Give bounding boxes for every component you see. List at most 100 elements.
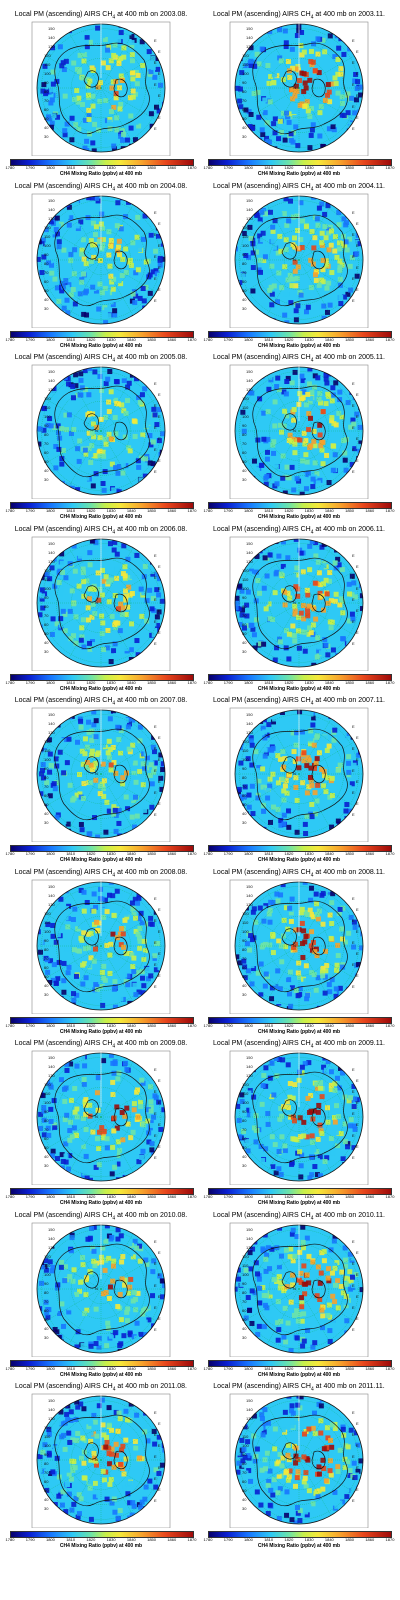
colorbar-tick: 1870: [187, 508, 197, 513]
latitude-label: 30: [44, 649, 49, 654]
latitude-label: 60: [44, 279, 49, 284]
colorbar-tick: 1800: [243, 336, 253, 342]
latitude-label: 150: [246, 26, 253, 31]
ch4-field: [235, 1224, 363, 1353]
latitude-label: 80: [44, 261, 49, 266]
east-mark: E: [154, 1454, 157, 1459]
colorbar-label: CH4 Mixing Ratio (ppbv) at 400 mb: [59, 857, 143, 863]
map-panel-2011-11: Local PM (ascending) AIRS CH4 at 400 mb …: [204, 1382, 395, 1552]
latitude-label: 150: [246, 884, 253, 889]
colorbar-tick: 1850: [147, 1365, 156, 1371]
latitude-label: 40: [242, 125, 247, 130]
panel-date: 2008.08.: [159, 868, 188, 876]
colorbar-tick: 1830: [304, 851, 314, 856]
latitude-label: 60: [44, 1308, 49, 1313]
latitude-label: 50: [242, 288, 247, 293]
title-prefix: Local PM (ascending) AIRS CH: [213, 1211, 311, 1219]
polar-map: 150 140 130 120 110 100 90 80 70 60 50 40 30 E E E E E E E E…: [229, 21, 369, 156]
colorbar-label: CH4 Mixing Ratio (ppbv) at 400 mb: [59, 685, 143, 692]
colorbar-tick: 1840: [324, 508, 334, 513]
latitude-label: 140: [246, 1236, 253, 1241]
colorbar-tick: 1820: [86, 508, 96, 513]
panel-title: Local PM (ascending) AIRS CH4 at 400 mb …: [6, 1039, 196, 1051]
latitude-label: 80: [242, 1290, 247, 1295]
east-mark: E: [158, 801, 161, 806]
east-mark: E: [154, 232, 157, 237]
colorbar-tick: 1830: [106, 165, 116, 170]
latitude-label: 80: [242, 1461, 247, 1466]
latitude-label: 50: [44, 974, 49, 979]
east-mark: E: [356, 221, 359, 226]
colorbar-tick: 1830: [304, 1022, 314, 1028]
colorbar-tick: 1860: [167, 1537, 177, 1542]
north-pole-label: N: [95, 85, 98, 90]
latitude-label: 90: [242, 1281, 247, 1286]
latitude-label: 150: [246, 1398, 253, 1403]
east-mark: E: [158, 1122, 161, 1127]
colorbar: [10, 1188, 194, 1195]
map-panel-2010-11: Local PM (ascending) AIRS CH4 at 400 mb …: [204, 1211, 395, 1381]
colorbar-tick: 1820: [86, 1537, 96, 1542]
latitude-label: 130: [48, 902, 55, 907]
latitude-label: 80: [242, 89, 247, 94]
latitude-label: 50: [44, 1488, 49, 1493]
east-mark: E: [352, 1089, 355, 1094]
east-mark: E: [352, 940, 355, 945]
east-mark: E: [356, 907, 359, 912]
colorbar-tick: 1780: [5, 1537, 15, 1542]
title-subscript: 4: [112, 871, 116, 878]
latitude-label: 90: [44, 80, 49, 85]
colorbar-tick: 1870: [187, 851, 197, 856]
east-mark: E: [158, 71, 161, 76]
colorbar-tick: 1820: [284, 508, 294, 513]
latitude-label: 120: [44, 1254, 51, 1259]
colorbar-tick: 1860: [365, 851, 375, 856]
east-mark: E: [352, 210, 355, 215]
colorbar-tick: 1830: [106, 1022, 116, 1028]
colorbar-tick: 1850: [147, 1537, 156, 1542]
east-mark: E: [352, 790, 355, 795]
latitude-label: 60: [44, 622, 49, 627]
east-mark: E: [352, 1410, 355, 1415]
colorbar-tick: 1850: [147, 1194, 156, 1199]
east-mark: E: [154, 1283, 157, 1288]
latitude-label: 70: [44, 956, 49, 961]
east-mark: E: [154, 597, 157, 602]
colorbar-tick: 1780: [203, 679, 213, 685]
latitude-label: 110: [44, 62, 51, 67]
colorbar-tick: 1870: [385, 679, 395, 685]
east-mark: E: [154, 60, 157, 65]
colorbar-tick: 1790: [223, 508, 233, 513]
panel-title: Local PM (ascending) AIRS CH4 at 400 mb …: [204, 868, 394, 880]
colorbar: [208, 159, 392, 166]
map-panel-2007-11: Local PM (ascending) AIRS CH4 at 400 mb …: [204, 696, 395, 866]
east-mark: E: [158, 1078, 161, 1083]
east-mark: E: [352, 724, 355, 729]
east-mark: E: [154, 790, 157, 795]
colorbar-tick: 1820: [284, 1194, 294, 1199]
east-mark: E: [352, 962, 355, 967]
colorbar-tick: 1840: [126, 1194, 136, 1199]
latitude-label: 30: [44, 820, 49, 825]
colorbar-ticks: 1780 1790 1800 1810 1820 1830 1840 1850 1860 1870: [6, 1022, 197, 1029]
colorbar-tick: 1810: [66, 1365, 76, 1371]
polar-map: 150 140 130 120 110 100 90 80 70 60 50 40 30 E E E E E E E E…: [31, 879, 171, 1014]
east-mark: E: [352, 1111, 355, 1116]
colorbar-tick: 1800: [45, 851, 55, 856]
east-mark: E: [154, 962, 157, 967]
colorbar-label: CH4 Mixing Ratio (ppbv) at 400 mb: [59, 342, 143, 349]
latitude-label: 120: [44, 1425, 51, 1430]
title-prefix: Local PM (ascending) AIRS CH: [14, 11, 113, 18]
colorbar-tick: 1860: [365, 508, 375, 513]
colorbar-label: CH4 Mixing Ratio (ppbv) at 400 mb: [257, 342, 341, 349]
colorbar-tick: 1870: [385, 1365, 395, 1371]
latitude-label: 110: [44, 920, 51, 925]
colorbar-tick: 1820: [284, 165, 294, 170]
latitude-label: 130: [246, 1416, 253, 1421]
east-mark: E: [158, 1316, 161, 1321]
colorbar-tick: 1810: [66, 336, 76, 342]
colorbar-tick: 1850: [345, 1194, 354, 1199]
colorbar-tick: 1780: [5, 1022, 15, 1028]
map-panel-2004-08: Local PM (ascending) AIRS CH4 at 400 mb …: [6, 182, 197, 352]
colorbar-tick: 1810: [66, 1194, 76, 1199]
